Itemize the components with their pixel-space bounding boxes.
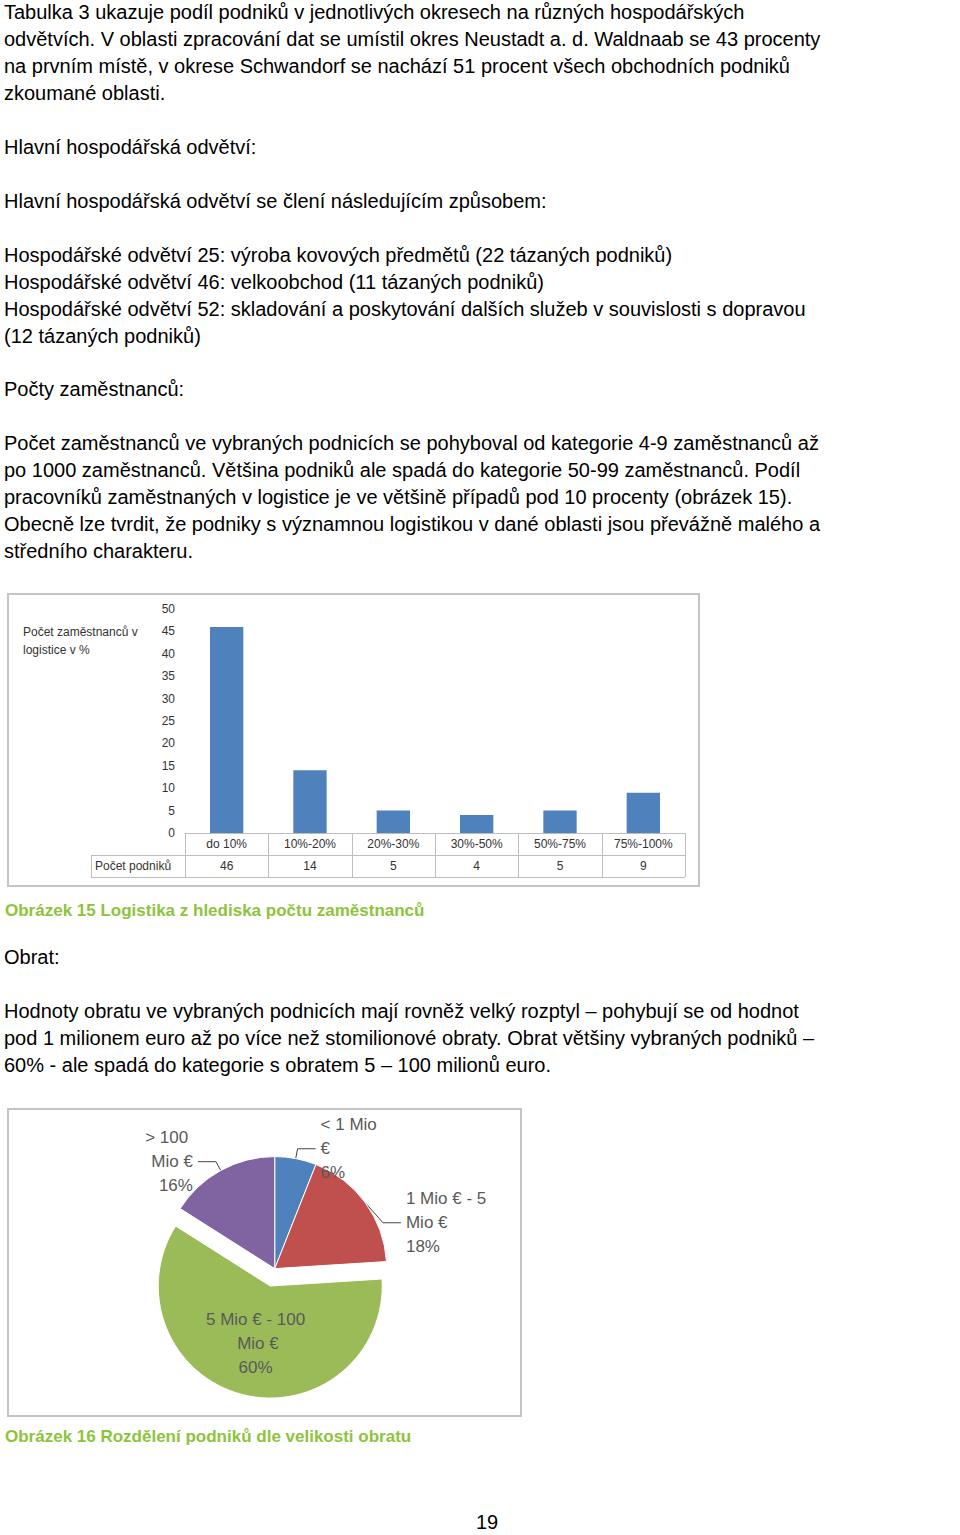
html-text:Počet zaměstnanců ve vybraných: Počet zaměstnanců ve vybraných podnicích… — [4, 431, 819, 454]
html-text:Hodnoty obratu ve vybraných po: Hodnoty obratu ve vybraných podnicích ma… — [4, 999, 799, 1022]
svg-text:50: 50 — [162, 602, 176, 616]
svg-text:15: 15 — [162, 759, 176, 773]
html-text:Hospodářské odvětví 25: výroba: Hospodářské odvětví 25: výroba kovových … — [4, 243, 673, 266]
html-text:75%-100%: 75%-100% — [614, 837, 673, 851]
html-text:Hlavní hospodářská odvětví:: Hlavní hospodářská odvětví: — [4, 135, 257, 158]
html-text:5: 5 — [390, 859, 397, 873]
svg-text:35: 35 — [162, 669, 176, 683]
svg-text:> 100: > 100 — [145, 1128, 193, 1147]
html-text:odvětvích. V oblasti zpracován: odvětvích. V oblasti zpracování dat se u… — [4, 27, 821, 50]
svg-text:30: 30 — [162, 692, 176, 706]
html-text:(12 tázaných podniků): (12 tázaných podniků) — [4, 324, 201, 347]
svg-text:20: 20 — [162, 736, 176, 750]
html-text:Hospodářské odvětví 46: velkoo: Hospodářské odvětví 46: velkoobchod (11 … — [4, 270, 544, 293]
svg-text:45: 45 — [162, 624, 176, 638]
svg-text:5 Mio € - 100: 5 Mio € - 100 — [206, 1310, 305, 1329]
html-text:pod 1 milionem euro až po více: pod 1 milionem euro až po více než stomi… — [4, 1026, 815, 1049]
html-text:46: 46 — [220, 859, 234, 873]
html-text:zkoumané oblasti.: zkoumané oblasti. — [4, 81, 166, 104]
html-text:středního charakteru.: středního charakteru. — [4, 539, 193, 562]
html-text:na prvním místě, v okrese Schw: na prvním místě, v okrese Schwandorf se … — [4, 54, 790, 77]
svg-text:6%: 6% — [321, 1163, 346, 1182]
html-text:po 1000 zaměstnanců. Většina p: po 1000 zaměstnanců. Většina podniků ale… — [4, 458, 801, 481]
svg-text:5: 5 — [168, 804, 175, 818]
svg-text:10: 10 — [162, 781, 176, 795]
svg-text:Mio €: Mio € — [406, 1213, 448, 1232]
svg-text:0: 0 — [168, 826, 175, 840]
html-text:20%-30%: 20%-30% — [367, 837, 420, 851]
html-text:Počet zaměstnanců v logistice: Počet zaměstnanců v logistice v % — [23, 625, 138, 657]
html-text:14: 14 — [303, 859, 317, 873]
html-text:30%-50%: 30%-50% — [450, 837, 503, 851]
svg-text:40: 40 — [162, 647, 176, 661]
html-text:pracovníků zaměstnaných v logi: pracovníků zaměstnaných v logistice je v… — [4, 485, 793, 508]
html-text:do 10%: do 10% — [206, 837, 247, 851]
svg-text:25: 25 — [162, 714, 176, 728]
svg-text:60%: 60% — [239, 1358, 273, 1377]
svg-text:Mio €: Mio € — [151, 1152, 193, 1171]
svg-text:Mio €: Mio € — [232, 1334, 279, 1353]
html-text:4: 4 — [473, 859, 480, 873]
html-text:Hospodářské odvětví 52: sklado: Hospodářské odvětví 52: skladování a pos… — [4, 297, 806, 320]
html-text:Obrázek 15 Logistika z hledisk: Obrázek 15 Logistika z hlediska počtu za… — [5, 901, 425, 920]
html-text:10%-20%: 10%-20% — [284, 837, 336, 851]
html-text:9: 9 — [640, 859, 647, 873]
html-text:Počet podniků: Počet podniků — [95, 859, 172, 873]
svg-text:1 Mio € - 5: 1 Mio € - 5 — [406, 1189, 491, 1208]
svg-text:18%: 18% — [406, 1237, 440, 1256]
html-text:Obecně lze tvrdit, že podniky: Obecně lze tvrdit, že podniky s významno… — [4, 512, 820, 535]
svg-text:< 1 Mio: < 1 Mio — [321, 1115, 382, 1134]
svg-text:16%: 16% — [159, 1176, 193, 1195]
html-text:50%-75%: 50%-75% — [534, 837, 586, 851]
html-text:Obrázek 16 Rozdělení podniků d: Obrázek 16 Rozdělení podniků dle velikos… — [5, 1427, 412, 1446]
html-text:Počty zaměstnanců:: Počty zaměstnanců: — [4, 377, 185, 400]
html-text:Hlavní hospodářská odvětví se: Hlavní hospodářská odvětví se člení násl… — [4, 189, 547, 212]
html-text:5: 5 — [556, 859, 564, 873]
html-text:19: 19 — [475, 1511, 499, 1533]
svg-text:€: € — [321, 1139, 331, 1158]
html-text:Tabulka 3 ukazuje podíl podnik: Tabulka 3 ukazuje podíl podniků v jednot… — [4, 0, 745, 23]
html-text:60% - ale spadá do kategorie s: 60% - ale spadá do kategorie s obratem 5… — [4, 1053, 551, 1076]
html-text:Obrat:: Obrat: — [4, 945, 60, 968]
